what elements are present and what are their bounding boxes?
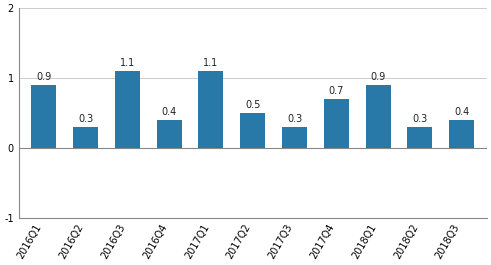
Text: 1.1: 1.1 — [203, 58, 218, 68]
Text: 0.7: 0.7 — [328, 86, 344, 96]
Bar — [449, 120, 474, 148]
Text: 1.1: 1.1 — [120, 58, 135, 68]
Text: 0.9: 0.9 — [371, 72, 386, 82]
Text: 0.4: 0.4 — [454, 107, 469, 117]
Bar — [115, 71, 140, 148]
Bar — [73, 127, 98, 148]
Bar — [282, 127, 307, 148]
Text: 0.9: 0.9 — [36, 72, 52, 82]
Text: 0.3: 0.3 — [78, 114, 93, 124]
Bar — [366, 85, 391, 148]
Bar — [408, 127, 433, 148]
Text: 0.5: 0.5 — [245, 100, 260, 110]
Bar — [31, 85, 56, 148]
Text: 0.3: 0.3 — [287, 114, 302, 124]
Bar — [157, 120, 182, 148]
Bar — [324, 99, 349, 148]
Text: 0.4: 0.4 — [162, 107, 177, 117]
Bar — [198, 71, 223, 148]
Text: 0.3: 0.3 — [412, 114, 428, 124]
Bar — [240, 113, 265, 148]
